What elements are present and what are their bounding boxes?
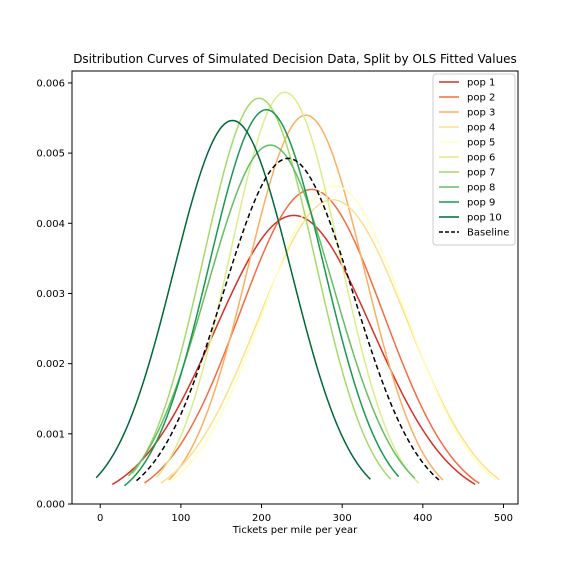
legend-entry: pop 3: [467, 108, 495, 119]
plot-frame: [71, 70, 519, 505]
x-axis-label: Tickets per mile per year: [232, 525, 358, 536]
x-tick-label: 400: [413, 513, 432, 524]
x-tick-label: 0: [97, 513, 103, 524]
legend-entry: pop 1: [467, 78, 495, 89]
x-tick-label: 500: [494, 513, 513, 524]
series-line-baseline: [136, 157, 440, 482]
y-tick-label: 0.004: [36, 219, 65, 230]
y-tick-label: 0.006: [36, 78, 65, 89]
series-line-pop-10: [95, 119, 371, 480]
y-tick-label: 0.000: [36, 500, 65, 511]
x-tick-label: 100: [171, 513, 190, 524]
legend-entry: pop 9: [467, 198, 495, 209]
legend-entry: Baseline: [467, 228, 509, 239]
legend-entry: pop 4: [467, 123, 495, 134]
series-line-pop-8: [127, 144, 416, 479]
axes: 0 100 200 300 400 500 0.000 0.001 0.002 0.003 0.00…: [36, 70, 519, 524]
series-line-pop-1: [111, 214, 476, 486]
y-tick-label: 0.005: [36, 149, 65, 160]
y-tick-label: 0.003: [36, 289, 65, 300]
legend-entry: pop 6: [467, 153, 495, 164]
legend: pop 1 pop 2 pop 3 pop 4 pop 5 pop 6 pop 7 pop 8…: [432, 73, 516, 246]
plot-area: [95, 91, 500, 487]
series-line-pop-3: [168, 114, 444, 481]
series-line-pop-4: [160, 198, 500, 484]
legend-entry: pop 10: [467, 213, 502, 224]
series-line-pop-6: [156, 91, 420, 484]
legend-entry: pop 8: [467, 183, 495, 194]
series-line-pop-5: [168, 185, 496, 484]
series-line-pop-9: [123, 108, 400, 487]
x-tick-label: 200: [252, 513, 271, 524]
legend-entry: pop 2: [467, 93, 495, 104]
legend-entry: pop 5: [467, 138, 495, 149]
series-line-pop-2: [144, 188, 480, 485]
legend-entry: pop 7: [467, 168, 495, 179]
series-line-pop-7: [131, 97, 392, 480]
y-tick-label: 0.001: [36, 429, 65, 440]
chart-title: Dsitribution Curves of Simulated Decisio…: [73, 52, 517, 66]
x-tick-label: 300: [333, 513, 352, 524]
y-tick-label: 0.002: [36, 359, 65, 370]
